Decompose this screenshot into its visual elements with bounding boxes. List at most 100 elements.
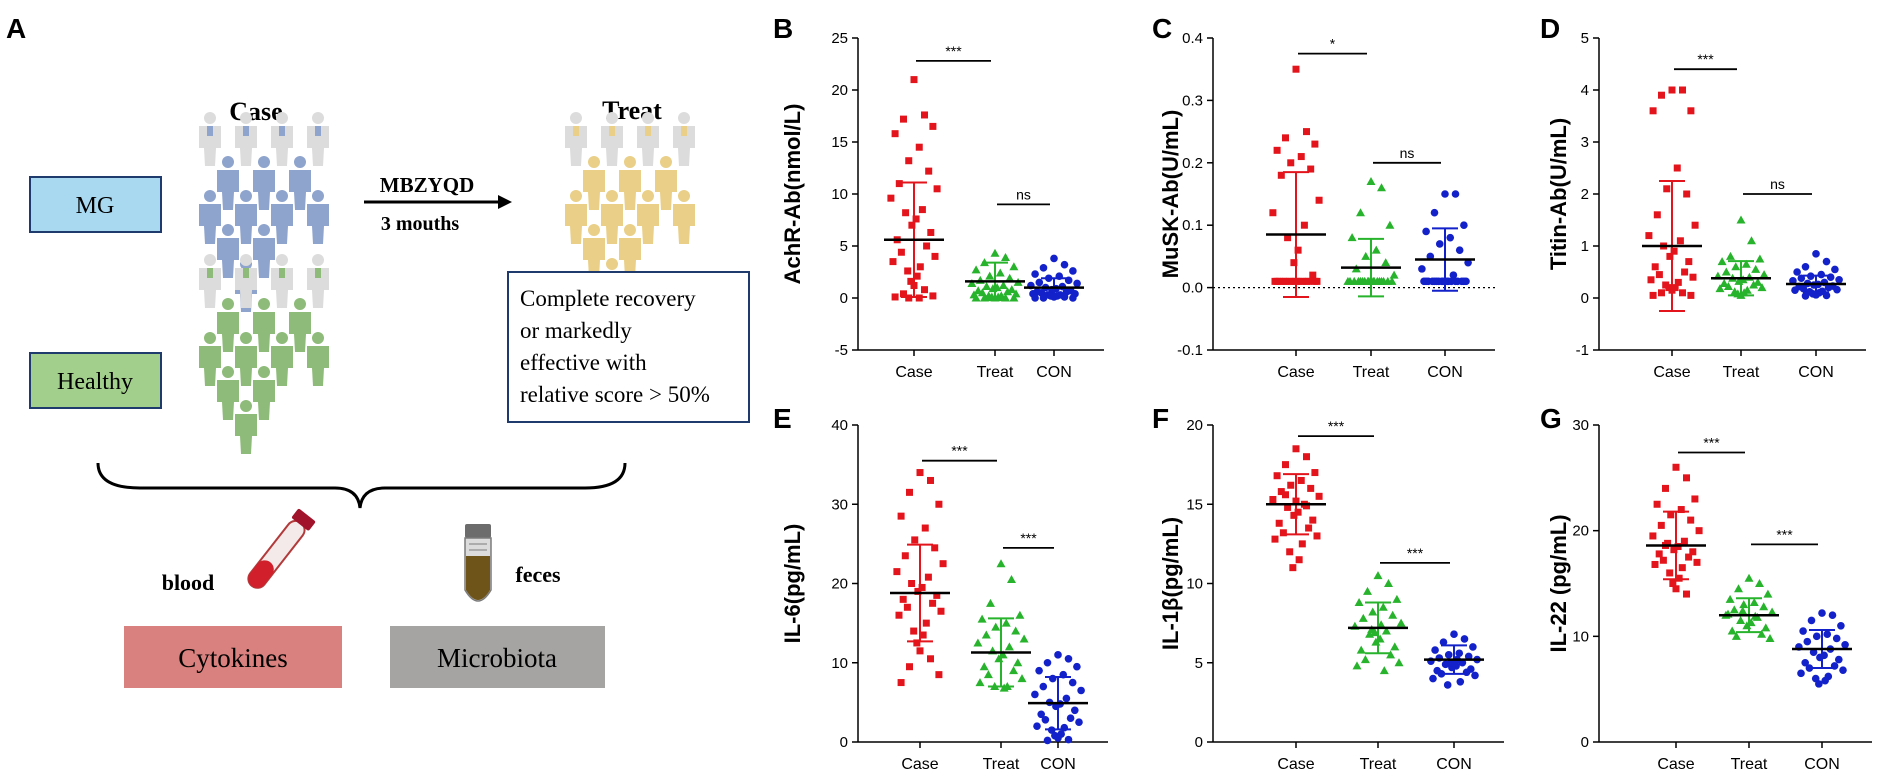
data-point-treat: [1363, 586, 1372, 595]
y-tick-label: 0.2: [1182, 155, 1203, 172]
data-point-con: [1431, 646, 1439, 654]
x-tick-label-con: CON: [1798, 364, 1834, 381]
blood-label: blood: [162, 570, 215, 595]
data-point-con: [1455, 246, 1464, 254]
data-point-case: [1691, 221, 1699, 229]
healthy-person-marker: [243, 268, 249, 278]
y-tick-label: 0: [840, 734, 848, 751]
y-tick-label: 0.0: [1182, 280, 1203, 297]
panel-letter-d: D: [1540, 13, 1560, 44]
data-point-case: [1292, 445, 1300, 453]
data-point-treat: [1759, 602, 1769, 611]
significance-label: ***: [951, 443, 968, 459]
data-point-case: [1289, 564, 1297, 572]
data-point-case: [1279, 529, 1287, 537]
data-point-con: [1791, 286, 1799, 295]
data-point-case: [918, 583, 926, 591]
y-tick-label: 40: [831, 417, 848, 434]
data-point-case: [900, 115, 907, 123]
data-point-case: [925, 167, 933, 175]
x-tick-label-case: Case: [1277, 364, 1314, 381]
healthy-person-icon: [217, 298, 239, 352]
data-point-case: [1297, 153, 1305, 161]
data-point-treat: [1001, 252, 1010, 261]
y-axis-label: IL-1β(pg/mL): [1158, 517, 1183, 650]
data-point-con: [1077, 686, 1085, 695]
data-point-con: [1054, 651, 1062, 659]
x-tick-label-con: CON: [1804, 756, 1840, 771]
blood-tube-icon: [247, 508, 316, 589]
data-point-case: [1663, 185, 1671, 193]
data-point-con: [1069, 267, 1077, 275]
data-point-con: [1069, 294, 1077, 302]
data-point-treat: [995, 268, 1005, 277]
data-point-con: [1451, 190, 1460, 198]
data-point-con: [1799, 627, 1807, 635]
data-point-treat: [1373, 571, 1383, 580]
data-point-case: [919, 631, 927, 639]
treat-person-marker: [645, 126, 651, 136]
data-point-con: [1841, 640, 1849, 649]
data-point-case: [1655, 550, 1663, 558]
data-point-case: [1303, 502, 1310, 510]
data-point-con: [1821, 676, 1829, 685]
data-point-con: [1039, 264, 1048, 272]
healthy-person-faded-icon: [199, 254, 221, 308]
data-point-treat: [1005, 273, 1015, 282]
arrow-label-drug: MBZYQD: [380, 173, 475, 197]
data-point-case: [1680, 537, 1688, 545]
chart-f: F 0 5 10 15 20 IL-1β(pg/mL) Case Treat CON *** ***: [1152, 403, 1504, 771]
data-point-treat: [1721, 267, 1731, 276]
data-point-treat: [986, 598, 995, 607]
data-point-con: [1031, 294, 1039, 302]
case-person-icon: [217, 156, 239, 210]
data-point-treat: [1356, 276, 1365, 285]
significance-label: ns: [1400, 145, 1415, 161]
data-point-con: [1456, 677, 1465, 686]
healthy-person-marker: [315, 268, 321, 278]
y-tick-label: 20: [831, 82, 848, 99]
data-point-con: [1422, 277, 1430, 286]
data-point-con: [1031, 270, 1039, 278]
healthy-person-faded-icon: [307, 254, 329, 308]
data-point-treat: [1381, 258, 1391, 267]
data-point-treat: [1377, 183, 1386, 192]
data-point-case: [907, 277, 915, 285]
data-point-treat: [1386, 650, 1396, 659]
data-point-treat: [1013, 658, 1023, 667]
data-point-case: [1669, 580, 1677, 587]
y-tick-label: 4: [1581, 82, 1589, 99]
data-point-case: [1674, 278, 1682, 286]
data-point-case: [1282, 491, 1289, 499]
data-point-case: [1277, 171, 1285, 179]
x-tick-label-case: Case: [1277, 756, 1314, 771]
treat-person-icon: [619, 156, 641, 210]
y-tick-label: 10: [831, 186, 848, 203]
data-point-case: [1294, 246, 1302, 254]
data-point-case: [1653, 211, 1661, 219]
data-point-case: [1681, 268, 1689, 276]
data-point-case: [1672, 585, 1680, 593]
outcome-line-2: or markedly: [520, 318, 632, 343]
data-point-con: [1815, 680, 1823, 688]
data-point-con: [1037, 710, 1045, 719]
data-point-treat: [981, 630, 991, 639]
data-point-treat: [1759, 270, 1769, 279]
data-point-con: [1833, 285, 1841, 294]
case-person-marker: [279, 126, 285, 136]
data-point-treat: [1749, 280, 1759, 289]
x-tick-label-case: Case: [1653, 364, 1690, 381]
data-point-case: [1295, 556, 1303, 564]
significance-label: ***: [1328, 418, 1345, 434]
data-point-con: [1449, 271, 1458, 279]
outcome-line-3: effective with: [520, 350, 647, 375]
data-point-case: [935, 671, 943, 679]
data-point-case: [1303, 277, 1310, 285]
case-people-group: [199, 112, 329, 312]
data-point-con: [1835, 655, 1843, 664]
significance-label: ***: [1697, 51, 1714, 67]
data-point-case: [935, 500, 943, 508]
data-point-treat: [1385, 220, 1395, 229]
data-point-case: [891, 130, 899, 138]
data-point-case: [1269, 209, 1277, 217]
